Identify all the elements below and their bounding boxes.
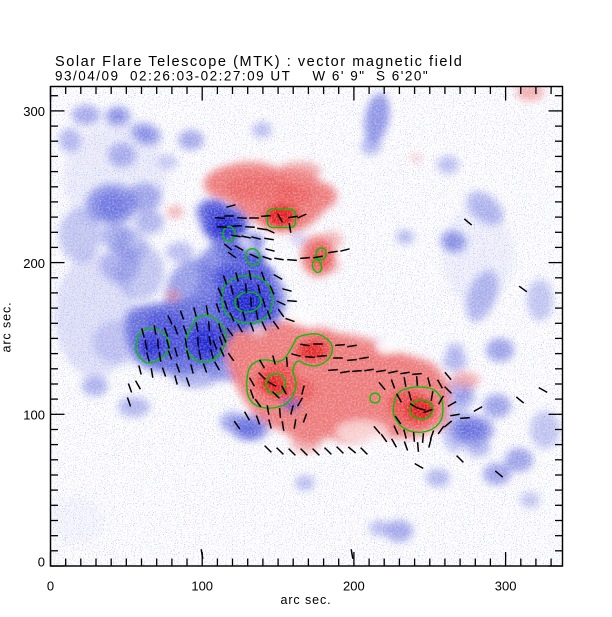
svg-text:100: 100 — [191, 579, 213, 594]
svg-text:Solar Flare Telescope (MTK) :: Solar Flare Telescope (MTK) : vector mag… — [55, 54, 463, 70]
svg-text:100: 100 — [23, 408, 45, 423]
svg-text:93/04/09 02:26:03-02:27:09 UT: 93/04/09 02:26:03-02:27:09 UT W 6' 9" S … — [55, 69, 429, 84]
svg-text:200: 200 — [23, 256, 45, 271]
svg-text:arc sec.: arc sec. — [0, 302, 14, 353]
svg-text:300: 300 — [23, 104, 45, 119]
svg-text:0: 0 — [47, 579, 54, 594]
svg-text:0: 0 — [38, 555, 45, 570]
svg-text:300: 300 — [495, 579, 517, 594]
svg-text:200: 200 — [343, 579, 365, 594]
svg-text:arc sec.: arc sec. — [281, 593, 332, 607]
